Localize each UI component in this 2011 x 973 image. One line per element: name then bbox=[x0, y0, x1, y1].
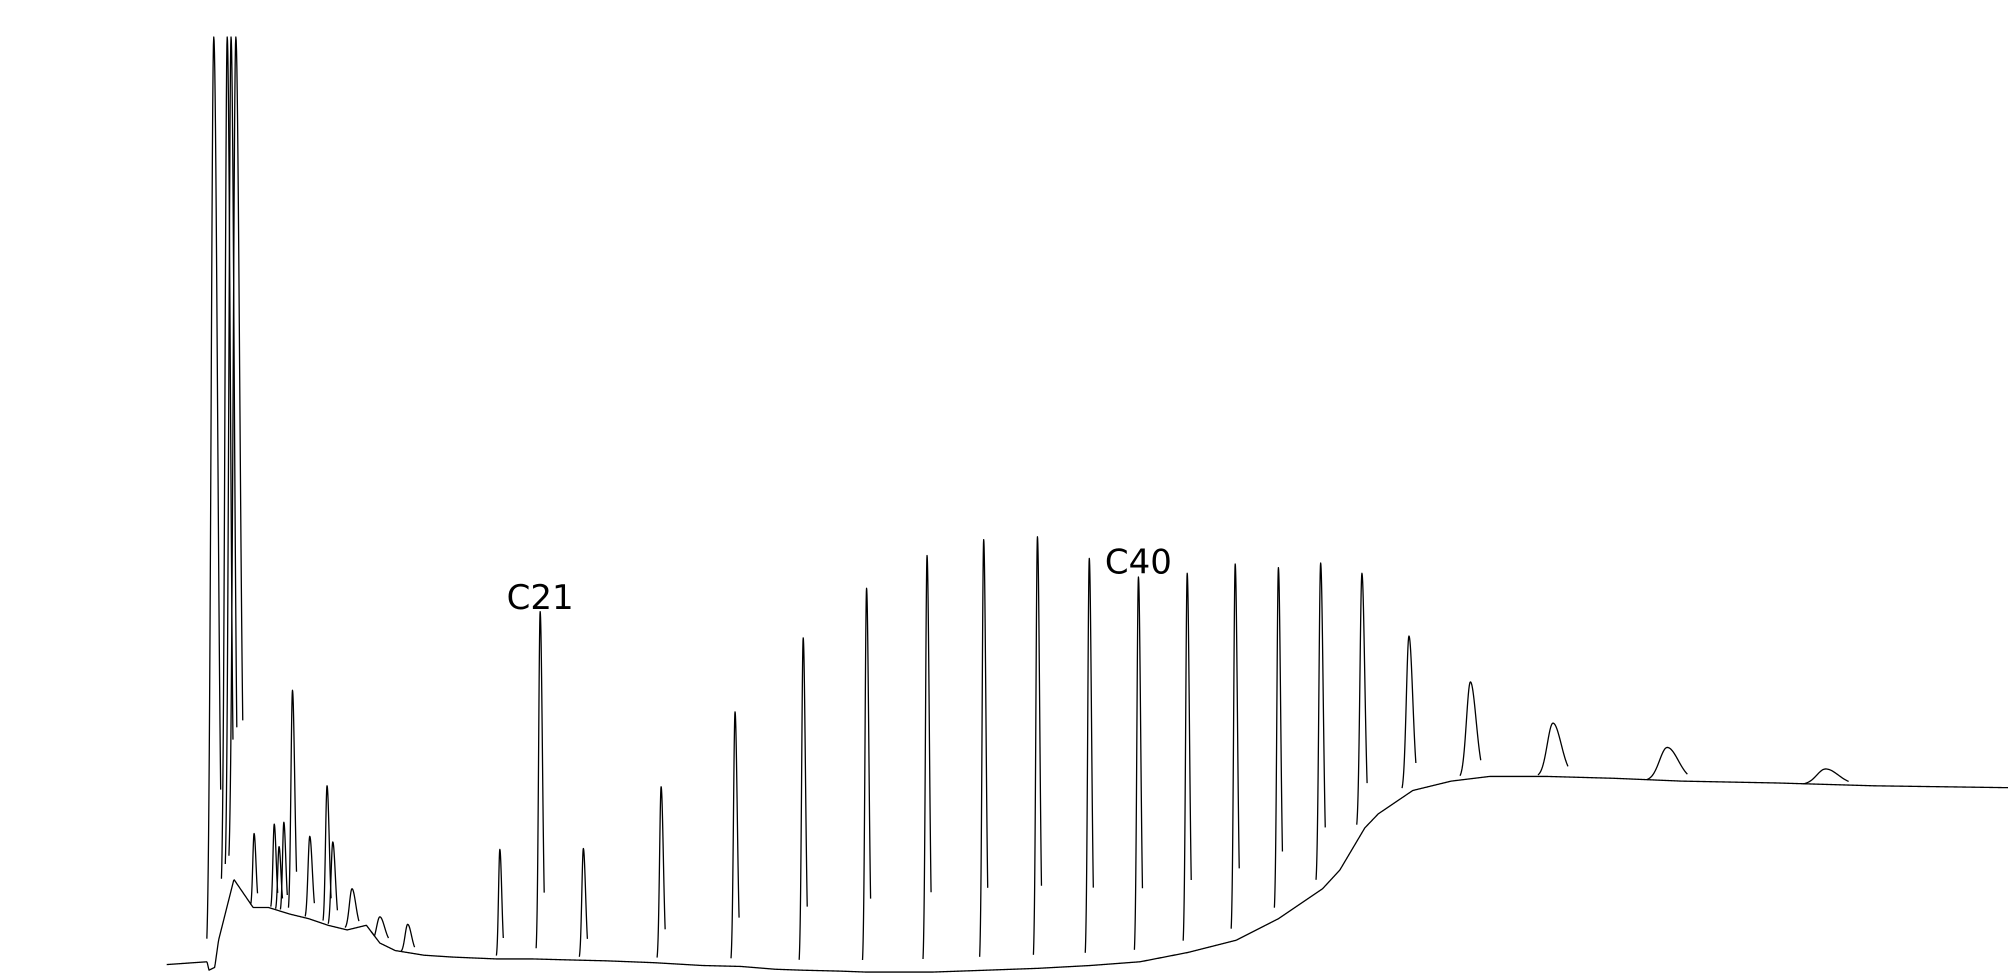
chromatogram-peak-13 bbox=[344, 888, 360, 928]
chromatogram-peak-2 bbox=[220, 36, 234, 879]
chromatogram-peak-25 bbox=[1032, 536, 1043, 955]
chromatogram-peak-34 bbox=[1459, 681, 1482, 776]
chromatogram-peak-9 bbox=[287, 689, 298, 908]
chromatogram-peak-23 bbox=[922, 554, 932, 960]
chromatogram-peak-31 bbox=[1315, 562, 1326, 880]
chromatogram-peak-33 bbox=[1401, 635, 1417, 789]
chromatogram-peak-20 bbox=[730, 711, 740, 959]
chromatogram-peak-3 bbox=[224, 36, 238, 865]
chromatogram-peak-12 bbox=[327, 841, 339, 924]
chromatogram-peak-15 bbox=[400, 923, 416, 953]
chromatogram-peak-16 bbox=[495, 848, 504, 956]
peak-label-c21: C21 bbox=[507, 578, 574, 618]
chromatogram-peak-11 bbox=[322, 785, 332, 921]
chromatogram-peak-10 bbox=[304, 835, 316, 917]
chromatogram-peak-30 bbox=[1273, 567, 1284, 908]
chromatogram-peak-22 bbox=[861, 587, 872, 961]
chromatogram-peak-1 bbox=[206, 36, 222, 939]
chromatogram-peak-21 bbox=[798, 637, 808, 960]
chromatogram-peak-14 bbox=[370, 916, 390, 939]
chromatogram-peak-29 bbox=[1230, 563, 1240, 929]
chromatogram-peak-24 bbox=[979, 538, 989, 957]
chromatogram-peak-28 bbox=[1182, 572, 1192, 941]
chromatogram-peak-32 bbox=[1356, 572, 1368, 825]
chromatogram-peak-8 bbox=[279, 821, 288, 910]
chromatogram-peak-27 bbox=[1133, 576, 1144, 950]
chromatogram-peak-18 bbox=[578, 847, 589, 957]
chromatogram-baseline bbox=[166, 775, 2009, 973]
chromatogram-peak-19 bbox=[656, 786, 666, 958]
peak-label-c40: C40 bbox=[1105, 543, 1172, 583]
chromatogram-peak-4 bbox=[228, 36, 244, 856]
chromatogram-trace-layer bbox=[166, 36, 2009, 973]
chromatogram-peak-6 bbox=[270, 823, 279, 907]
chromatogram-peak-17 bbox=[535, 611, 545, 949]
chromatogram-peak-36 bbox=[1646, 746, 1688, 781]
chromatogram-peak-26 bbox=[1084, 557, 1094, 953]
chromatogram-peak-35 bbox=[1537, 722, 1569, 776]
chromatogram-peak-5 bbox=[250, 832, 259, 905]
chromatogram-peak-37 bbox=[1802, 768, 1849, 785]
